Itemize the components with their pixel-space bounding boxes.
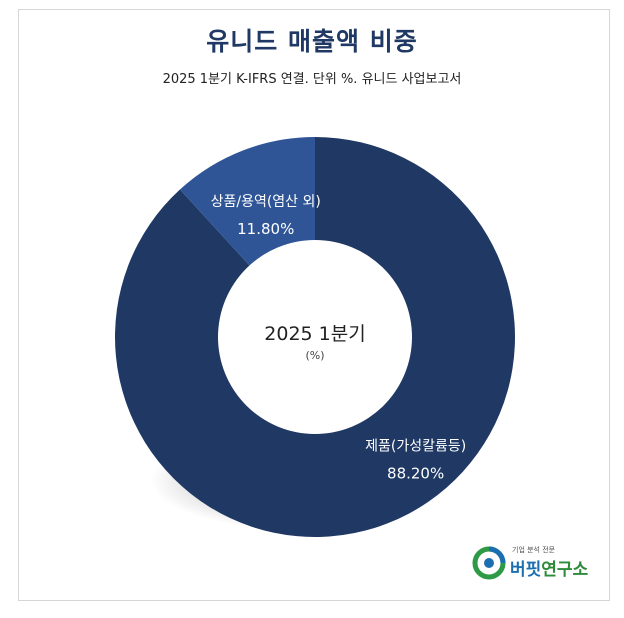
center-unit: (%)	[305, 349, 324, 362]
logo-tagline: 기업 분석 전문	[512, 546, 556, 554]
logo-icon	[472, 546, 506, 580]
slice-value-label-2: 11.80%	[237, 220, 294, 238]
logo-name: 버핏연구소	[510, 555, 588, 580]
slice-labels: 제품(가성칼륨등) 88.20% 상품/용역(염산 외) 11.80%	[211, 194, 467, 482]
logo-name-part1: 버핏	[510, 560, 542, 580]
chart-subtitle: 2025 1분기 K-IFRS 연결. 단위 %. 유니드 사업보고서	[162, 72, 462, 87]
buffett-lab-logo: 기업 분석 전문 버핏연구소	[470, 543, 610, 583]
center-label: 2025 1분기	[264, 323, 365, 345]
chart-title: 유니드 매출액 비중	[206, 27, 418, 56]
donut-hole	[218, 240, 412, 434]
slice-value-label-1: 88.20%	[387, 464, 444, 482]
slice-category-label-1: 제품(가성칼륨등)	[365, 438, 466, 454]
logo-name-part2: 연구소	[541, 560, 589, 580]
slice-category-label-2: 상품/용역(염산 외)	[211, 194, 321, 210]
